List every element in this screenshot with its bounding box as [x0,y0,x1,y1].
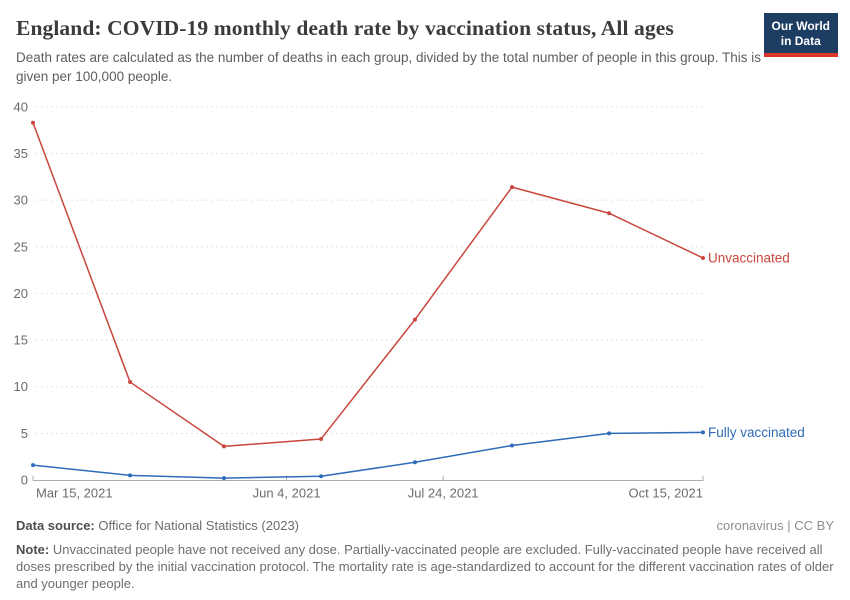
x-axis-tick-label: Jun 4, 2021 [253,486,321,501]
y-axis-tick-label: 30 [14,193,28,208]
owid-logo: Our World in Data [763,13,838,57]
owid-logo-line2: in Data [780,34,821,48]
chart-header: England: COVID-19 monthly death rate by … [0,0,850,100]
y-axis-tick-label: 5 [21,426,28,441]
series-line-fully-vaccinated[interactable] [32,431,704,479]
data-point-unvaccinated[interactable] [510,185,515,190]
data-point-unvaccinated[interactable] [221,444,226,449]
data-point-fully-vaccinated[interactable] [701,430,705,435]
data-point-fully-vaccinated[interactable] [319,474,324,479]
series-label-fully-vaccinated: Fully vaccinated [708,425,805,440]
page-title: England: COVID-19 monthly death rate by … [16,16,674,40]
y-axis-tick-label: 10 [14,379,28,394]
y-axis-tick-label: 40 [14,100,28,114]
note-label: Note: [16,542,50,557]
data-point-fully-vaccinated[interactable] [607,431,612,436]
owid-logo-line1: Our World [771,19,830,33]
y-axis-tick-label: 0 [21,473,28,488]
data-source-value[interactable]: Office for National Statistics (2023) [98,518,299,533]
data-point-fully-vaccinated[interactable] [128,473,133,478]
chart-footer: Data source: Office for National Statist… [0,508,850,593]
data-point-unvaccinated[interactable] [319,436,324,441]
data-source: Data source: Office for National Statist… [16,518,299,533]
data-point-fully-vaccinated[interactable] [412,460,417,465]
chart-note: Note: Unvaccinated people have not recei… [16,542,834,593]
x-axis-tick-label: Mar 15, 2021 [36,486,113,501]
y-axis-tick-label: 25 [14,239,28,254]
data-point-unvaccinated[interactable] [31,120,35,125]
y-axis-tick-label: 20 [14,286,28,301]
y-axis-tick-label: 15 [14,333,28,348]
data-point-unvaccinated[interactable] [701,256,705,261]
x-axis-tick-label: Oct 15, 2021 [629,486,703,501]
series-line-unvaccinated[interactable] [32,122,704,448]
series-label-unvaccinated: Unvaccinated [708,251,790,266]
note-text: Unvaccinated people have not received an… [16,542,834,591]
data-point-unvaccinated[interactable] [607,211,612,216]
x-axis-tick-label: Jul 24, 2021 [408,486,479,501]
data-point-unvaccinated[interactable] [128,380,133,385]
data-point-fully-vaccinated[interactable] [510,443,515,448]
license-text[interactable]: coronavirus | CC BY [716,518,834,533]
source-row: Data source: Office for National Statist… [16,518,834,533]
chart-subtitle: Death rates are calculated as the number… [16,50,761,85]
data-point-fully-vaccinated[interactable] [221,476,226,481]
data-point-unvaccinated[interactable] [412,317,417,322]
y-axis-tick-label: 35 [14,146,28,161]
data-source-label: Data source: [16,518,95,533]
data-point-fully-vaccinated[interactable] [31,463,35,468]
line-chart: 0 5 10 15 20 25 30 35 40 Mar 15, 2021 Jun 4, 2021 J… [14,100,805,501]
